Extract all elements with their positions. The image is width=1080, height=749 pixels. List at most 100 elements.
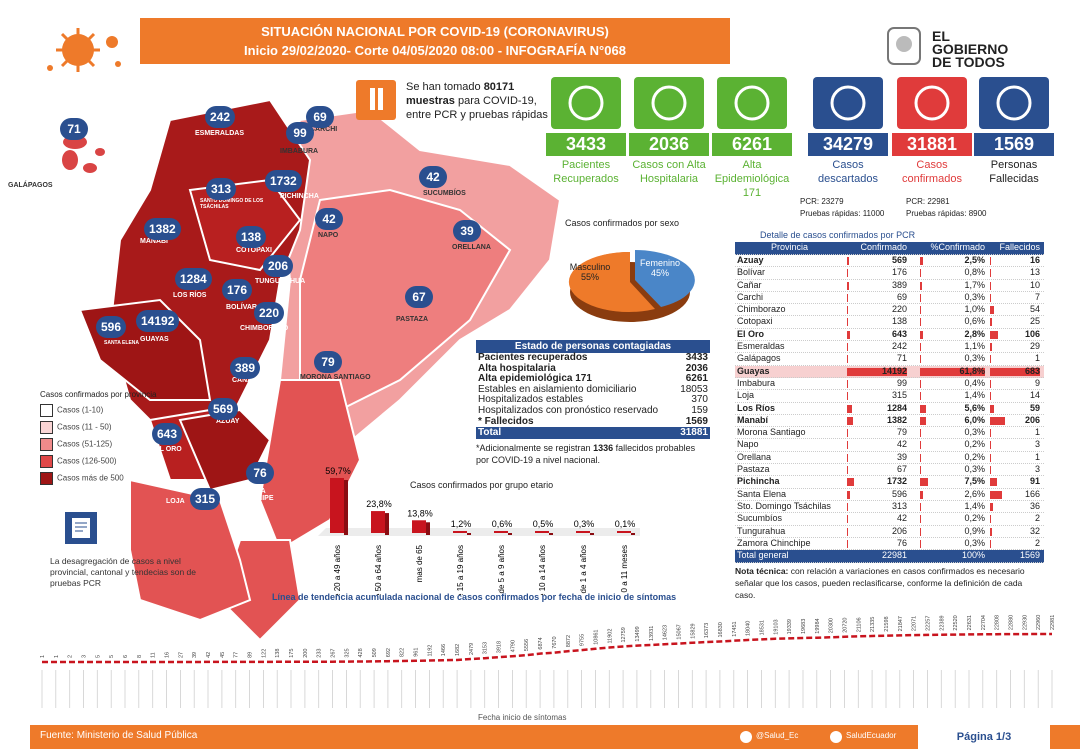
- deaths-bar: [990, 404, 995, 413]
- trend-date-tick: [567, 670, 569, 708]
- estado-value: 370: [691, 394, 708, 406]
- trend-date-tick: [678, 670, 679, 708]
- table-cell: 643: [891, 328, 907, 339]
- trend-date-tick: [1037, 670, 1039, 708]
- footer-twitter-handle[interactable]: @Salud_Ec: [756, 731, 799, 740]
- trend-point-label: 5556: [524, 639, 530, 651]
- table-total-row: Total general 22981 100% 1569: [735, 550, 1044, 564]
- table-cell: 166: [1024, 488, 1040, 499]
- trend-point-label: 39: [192, 652, 198, 658]
- table-cell: Tungurahua: [737, 525, 786, 536]
- percent-bar: [920, 429, 921, 438]
- stat-value: 31881: [892, 133, 972, 156]
- table-cell: 569: [891, 255, 907, 265]
- table-cell: 76: [896, 537, 907, 548]
- percent-bar: [920, 330, 923, 339]
- stat-card: 31881 Casos confirmados: [892, 77, 972, 186]
- trend-date-tick: [968, 670, 970, 708]
- table-cell: 54: [1029, 304, 1040, 315]
- table-cell: 0,2%: [964, 513, 985, 524]
- ecuador-map: GALÁPAGOS ESMERALDAS CARCHI IMBABURA SUC…: [8, 80, 580, 720]
- trend-date-tick: [276, 670, 278, 708]
- trend-point-label: 22257: [926, 616, 932, 631]
- deaths-bar: [990, 453, 991, 462]
- age-bar-chart: 59,7% de 20 a 49 años 23,8% de 50 a 64 años…: [318, 466, 640, 595]
- twitter-icon[interactable]: [740, 731, 752, 743]
- bubble-orellana: 39: [453, 220, 481, 242]
- facebook-icon[interactable]: [830, 731, 842, 743]
- legend-item: Casos (11 - 50): [40, 421, 160, 434]
- trend-point-label: 27: [178, 652, 184, 658]
- table-cell: 176: [891, 267, 907, 278]
- age-bar-label: 1,2%: [451, 519, 472, 529]
- pie-pct-femenino: 45%: [650, 268, 669, 278]
- sex-chart-title: Casos confirmados por sexo: [565, 218, 680, 228]
- label-zamora: ZAMORA CHINCHIPE: [235, 488, 274, 502]
- estado-label: Alta hospitalaria: [478, 362, 556, 374]
- table-cell: 313: [891, 500, 907, 511]
- age-category-label: de 50 a 64 años: [374, 545, 383, 595]
- table-cell: Sucumbíos: [737, 513, 783, 524]
- table-cell: Manabí: [737, 414, 769, 425]
- trend-point-label: 2: [68, 655, 74, 658]
- pie-slice-femenino: [635, 250, 695, 307]
- stat-label: Casos con Alta Hospitalaria: [632, 159, 706, 185]
- label-pichincha: PICHINCHA: [280, 193, 319, 200]
- bubble-santaelena: 596: [96, 316, 127, 338]
- trend-date-tick: [802, 670, 804, 708]
- age-bar: [371, 511, 385, 533]
- trend-point-label: 5: [109, 655, 115, 658]
- age-bar: [494, 531, 508, 533]
- stat-value: 6261: [712, 133, 792, 156]
- deaths-bar: [990, 257, 992, 265]
- pie-slice-masculino: [568, 251, 655, 312]
- trend-point-label: 122: [261, 649, 267, 658]
- table-cell: 29: [1029, 341, 1040, 352]
- trend-date-tick: [899, 670, 901, 708]
- table-row: Morona Santiago 79 0,3% 1: [735, 427, 1044, 440]
- stat-value: 1569: [974, 133, 1054, 156]
- trend-date-tick: [982, 670, 984, 708]
- table-cell: 59: [1029, 402, 1040, 413]
- bubble-pastaza: 67: [405, 286, 433, 308]
- table-cell: 2,6%: [964, 488, 985, 499]
- label-sucumbios: SUCUMBÍOS: [423, 190, 466, 197]
- table-cell: Orellana: [737, 451, 772, 462]
- table-cell: 91: [1029, 476, 1040, 487]
- table-cell: El Oro: [737, 328, 765, 339]
- trend-point-label: 19683: [801, 619, 807, 634]
- trend-point-label: 17451: [732, 621, 738, 636]
- trend-date-tick: [816, 670, 818, 708]
- virus-icon: [38, 18, 128, 78]
- percent-bar: [920, 306, 922, 315]
- table-row: Bolívar 176 0,8% 13: [735, 267, 1044, 280]
- label-canar: CAÑAR: [232, 377, 258, 384]
- trend-date-tick: [96, 670, 98, 708]
- trend-date-tick: [318, 670, 320, 708]
- deaths-bar: [990, 367, 1040, 376]
- legend-item: Casos más de 500: [40, 472, 160, 485]
- table-row: Los Ríos 1284 5,6% 59: [735, 403, 1044, 415]
- percent-bar: [920, 379, 921, 388]
- coat-of-arms-icon: [887, 27, 921, 65]
- legend-swatch: [40, 455, 53, 468]
- trend-point-label: 5: [95, 655, 101, 658]
- table-note: Nota técnica: con relación a variaciones…: [735, 566, 1025, 601]
- age-bar-label: 0,6%: [492, 519, 513, 529]
- estado-panel: Estado de personas contagiadas Pacientes…: [476, 340, 710, 466]
- table-cell: 7: [1034, 291, 1040, 302]
- table-cell: Pichincha: [737, 476, 780, 487]
- trend-date-tick: [429, 670, 430, 708]
- percent-bar: [920, 490, 923, 499]
- test-tube-icon: [356, 80, 396, 120]
- label-esmeraldas: ESMERALDAS: [195, 130, 245, 137]
- footer-facebook-handle[interactable]: SaludEcuador: [846, 731, 897, 740]
- label-cotopaxi: COTOPAXI: [236, 247, 272, 254]
- trend-point-label: 6874: [538, 637, 544, 649]
- stat-label: Personas Fallecidas: [989, 159, 1039, 185]
- table-cell: 1: [1034, 353, 1040, 364]
- trend-point-label: 21847: [898, 616, 904, 631]
- confirmados-tests: PCR: 22981 Pruebas rápidas: 8900: [906, 197, 987, 218]
- header-banner: SITUACIÓN NACIONAL POR COVID-19 (CORONAV…: [140, 18, 730, 64]
- table-row: Chimborazo 220 1,0% 54: [735, 304, 1044, 317]
